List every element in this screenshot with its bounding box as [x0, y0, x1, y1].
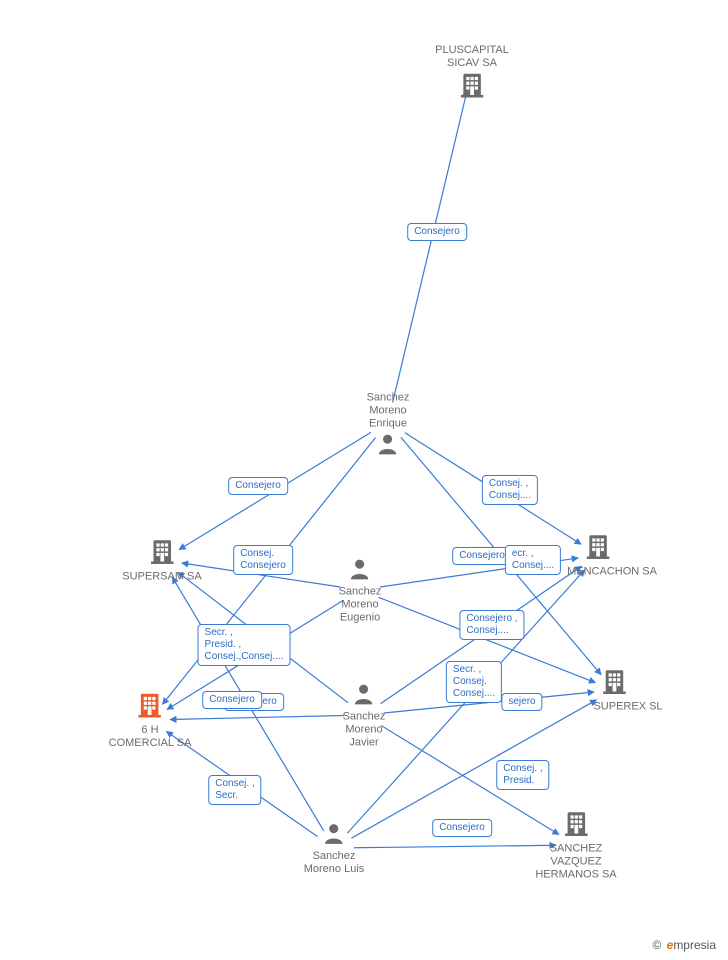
edge-label: Consejero — [432, 819, 492, 837]
edge-label: Consej. , Consej.... — [482, 475, 538, 505]
company-label: SUPEREX SL — [593, 701, 662, 714]
company-node-pluscapital[interactable]: PLUSCAPITAL SICAV SA — [435, 40, 509, 100]
person-node-eugenio[interactable]: Sanchez Moreno Eugenio — [339, 556, 382, 625]
edge-line — [354, 845, 556, 848]
edge-label: Secr. , Presid. , Consej.,Consej.... — [198, 624, 291, 666]
brand-rest: mpresia — [673, 938, 716, 952]
edge-label: Consejero , Consej.... — [459, 610, 524, 640]
company-label: MENCACHON SA — [567, 566, 657, 579]
company-label: 6 H COMERCIAL SA — [109, 724, 192, 750]
copyright-symbol: © — [652, 938, 661, 952]
company-label: SUPERSAM SA — [122, 571, 201, 584]
attribution: © empresia — [652, 938, 716, 952]
person-node-enrique[interactable]: Sanchez Moreno Enrique — [367, 388, 410, 457]
company-node-superex[interactable]: SUPEREX SL — [579, 667, 648, 714]
person-label: Sanchez Moreno Eugenio — [339, 586, 382, 625]
person-node-luis[interactable]: Sanchez Moreno Luis — [304, 820, 365, 876]
person-label: Sanchez Moreno Enrique — [367, 392, 410, 431]
person-node-javier[interactable]: Sanchez Moreno Javier — [343, 681, 386, 750]
edge-label: sejero — [501, 693, 542, 711]
diagram-canvas: Consejero Consejero Consej. , Consej.... Co… — [0, 0, 728, 960]
company-label: SANCHEZ VAZQUEZ HERMANOS SA — [535, 843, 616, 882]
edge-label: Consej. , Presid. — [496, 760, 549, 790]
company-node-supersam[interactable]: SUPERSAM SA — [122, 537, 201, 584]
person-label: Sanchez Moreno Luis — [304, 850, 365, 876]
edge-label: Consej. , Secr. — [208, 775, 261, 805]
company-node-svazquez[interactable]: SANCHEZ VAZQUEZ HERMANOS SA — [535, 809, 616, 882]
edge-label: Consejero — [202, 691, 262, 709]
company-label: PLUSCAPITAL SICAV SA — [435, 44, 509, 70]
edge-label: Consejero — [452, 547, 512, 565]
edges-layer — [0, 0, 728, 960]
edge-label: Consej. Consejero — [233, 545, 293, 575]
company-node-mencachon[interactable]: MENCACHON SA — [553, 532, 643, 579]
edge-label: Consejero — [228, 477, 288, 495]
edge-label: Consejero — [407, 223, 467, 241]
edge-line — [393, 89, 468, 402]
person-label: Sanchez Moreno Javier — [343, 711, 386, 750]
edge-line — [170, 715, 344, 719]
company-node-sixh[interactable]: 6 H COMERCIAL SA — [109, 690, 192, 750]
edge-label: Secr. , Consej. Consej.... — [446, 661, 502, 703]
